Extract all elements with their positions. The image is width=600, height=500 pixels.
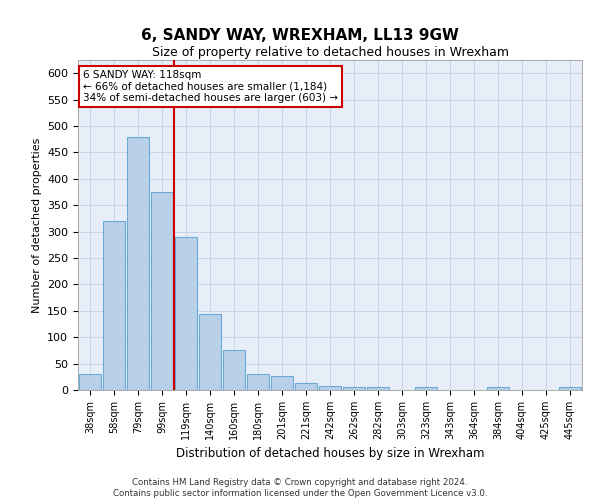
Text: 6 SANDY WAY: 118sqm
← 66% of detached houses are smaller (1,184)
34% of semi-det: 6 SANDY WAY: 118sqm ← 66% of detached ho… — [83, 70, 338, 103]
Bar — [79, 374, 101, 390]
Bar — [319, 386, 341, 390]
Bar — [175, 237, 197, 390]
Text: 6, SANDY WAY, WREXHAM, LL13 9GW: 6, SANDY WAY, WREXHAM, LL13 9GW — [141, 28, 459, 42]
Bar — [223, 350, 245, 390]
Title: Size of property relative to detached houses in Wrexham: Size of property relative to detached ho… — [151, 46, 509, 59]
Bar — [199, 314, 221, 390]
X-axis label: Distribution of detached houses by size in Wrexham: Distribution of detached houses by size … — [176, 448, 484, 460]
Bar — [487, 388, 509, 390]
Text: Contains HM Land Registry data © Crown copyright and database right 2024.
Contai: Contains HM Land Registry data © Crown c… — [113, 478, 487, 498]
Bar — [295, 382, 317, 390]
Bar — [415, 388, 437, 390]
Bar — [103, 221, 125, 390]
Bar — [247, 374, 269, 390]
Bar — [343, 388, 365, 390]
Bar — [151, 192, 173, 390]
Bar — [367, 388, 389, 390]
Bar — [127, 136, 149, 390]
Bar — [559, 388, 581, 390]
Y-axis label: Number of detached properties: Number of detached properties — [32, 138, 41, 312]
Bar — [271, 376, 293, 390]
